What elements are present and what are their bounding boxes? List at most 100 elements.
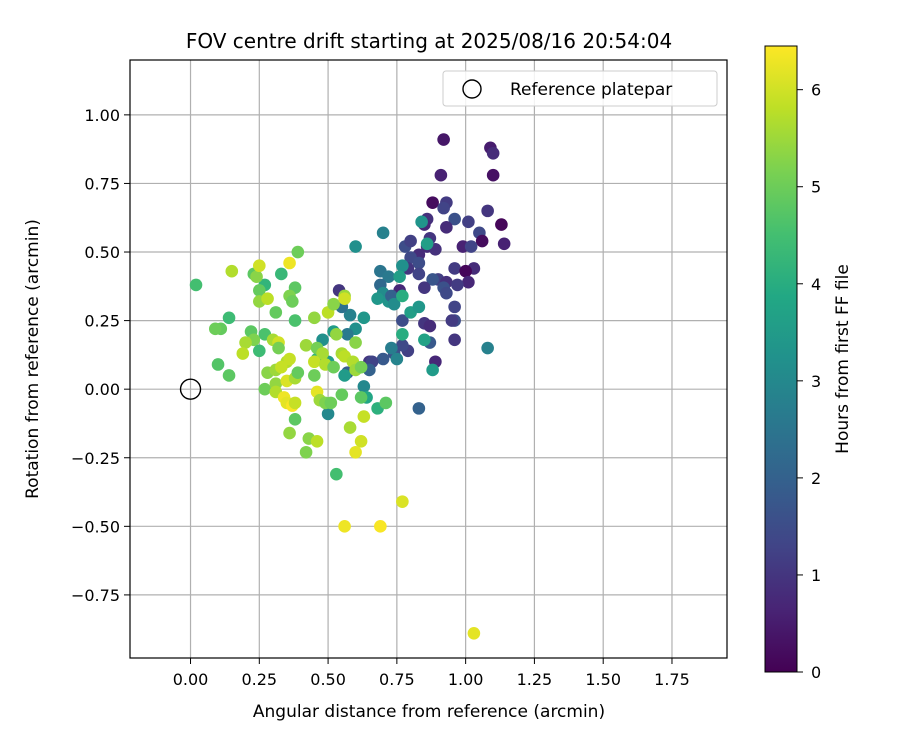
data-point — [396, 314, 409, 327]
data-point — [283, 256, 296, 270]
x-tick-label: 1.75 — [654, 670, 690, 689]
data-point — [324, 396, 338, 410]
data-point — [253, 259, 266, 273]
legend-label: Reference platepar — [510, 80, 672, 100]
data-point — [459, 264, 472, 278]
plot-frame — [129, 59, 728, 659]
data-point — [418, 281, 431, 294]
data-point — [272, 341, 285, 355]
data-point — [253, 344, 266, 358]
x-axis-label: Angular distance from reference (arcmin) — [253, 702, 605, 722]
data-point — [412, 256, 426, 270]
data-point — [239, 336, 252, 349]
data-point — [379, 396, 393, 410]
colorbar-tick-label: 5 — [811, 178, 821, 197]
reference-platepar-marker — [179, 378, 202, 400]
data-point — [286, 295, 299, 308]
data-point — [299, 445, 313, 459]
data-point — [357, 311, 371, 325]
data-point — [283, 352, 296, 366]
data-point — [374, 520, 387, 533]
legend: Reference platepar — [442, 70, 718, 107]
colorbar-tick-label: 4 — [811, 275, 821, 294]
data-point — [343, 421, 357, 434]
data-point — [299, 338, 313, 352]
data-point — [376, 352, 390, 366]
data-point — [437, 201, 450, 215]
data-point — [445, 314, 459, 327]
data-point — [222, 311, 236, 325]
colorbar-tick-label: 0 — [811, 663, 821, 682]
data-point — [486, 168, 500, 182]
data-point — [467, 627, 481, 640]
data-point — [448, 212, 461, 226]
data-point — [357, 410, 371, 423]
data-point — [208, 322, 222, 336]
data-point — [495, 218, 508, 231]
colorbar-tick-label: 6 — [811, 81, 821, 100]
data-point — [448, 333, 461, 347]
data-point — [376, 226, 390, 240]
data-point — [415, 215, 428, 229]
data-point — [283, 426, 296, 440]
data-point — [338, 369, 351, 382]
data-point — [291, 245, 305, 259]
y-ticks: −0.75 −0.50 −0.25 0.00 0.25 0.50 0.75 1.00 — [71, 106, 130, 605]
data-point — [462, 275, 475, 289]
data-point — [434, 168, 448, 182]
data-point — [426, 363, 439, 377]
x-tick-label: 0.50 — [310, 670, 346, 689]
data-point — [222, 369, 236, 382]
data-point — [437, 133, 450, 146]
legend-marker-icon — [462, 79, 482, 99]
data-point — [308, 355, 321, 369]
data-point — [349, 445, 362, 459]
colorbar-tick-label: 3 — [811, 372, 821, 391]
x-tick-label: 1.00 — [448, 670, 484, 689]
data-point — [486, 146, 500, 160]
colorbar-label: Hours from first FF file — [833, 264, 853, 454]
y-tick-label: −0.75 — [71, 586, 120, 605]
data-point — [396, 495, 409, 508]
data-point — [387, 297, 401, 311]
y-tick-label: 0.00 — [84, 380, 120, 399]
data-point — [275, 360, 288, 374]
data-point — [225, 264, 239, 278]
data-point — [316, 347, 329, 360]
data-point — [451, 278, 464, 292]
y-tick-label: 1.00 — [84, 106, 120, 125]
data-point — [308, 311, 321, 325]
data-point — [349, 240, 362, 253]
data-point — [448, 300, 461, 314]
data-point — [321, 407, 335, 421]
data-point — [354, 391, 368, 404]
data-point — [448, 262, 461, 275]
data-point — [261, 292, 274, 305]
colorbar — [764, 45, 798, 673]
data-point — [343, 308, 357, 322]
data-point — [371, 292, 384, 305]
y-tick-label: −0.50 — [71, 517, 120, 536]
colorbar-tick-label: 2 — [811, 469, 821, 488]
data-point — [396, 328, 409, 341]
y-tick-label: −0.25 — [71, 449, 120, 468]
data-point — [420, 237, 434, 251]
data-point — [357, 380, 371, 393]
data-point — [396, 289, 409, 303]
data-point — [308, 369, 321, 382]
x-tick-label: 0.00 — [173, 670, 209, 689]
data-point — [440, 286, 453, 300]
y-tick-label: 0.75 — [84, 174, 120, 193]
data-point — [330, 467, 343, 481]
colorbar-ticks: 0 1 2 3 4 5 6 — [797, 81, 821, 682]
x-tick-label: 0.25 — [241, 670, 277, 689]
data-point — [288, 413, 302, 426]
data-point — [327, 360, 340, 374]
data-point — [211, 358, 225, 371]
data-point — [327, 297, 340, 311]
data-point — [258, 382, 272, 396]
data-point — [330, 328, 343, 341]
data-point — [335, 388, 349, 401]
